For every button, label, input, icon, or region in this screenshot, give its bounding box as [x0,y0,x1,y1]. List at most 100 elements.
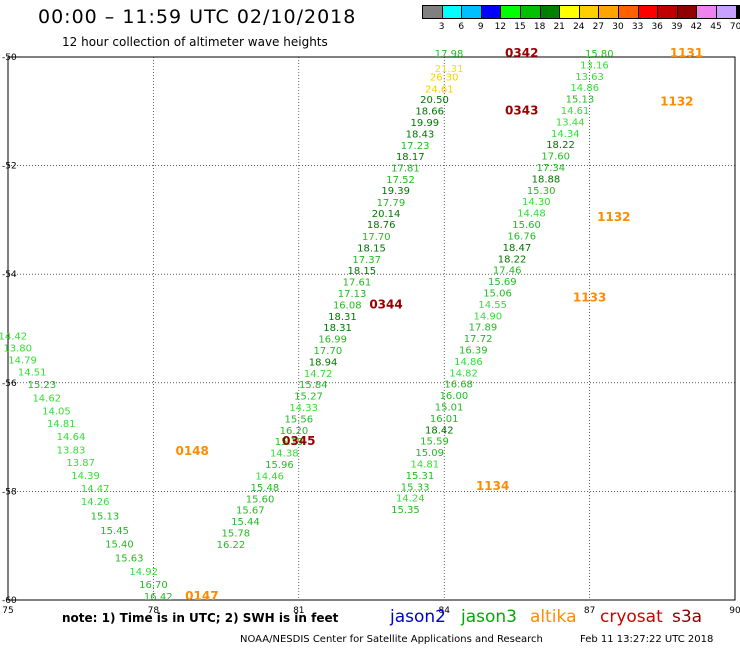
colorbar-swatch [657,5,677,19]
wave-height-point: 18.94 [309,357,338,368]
lat-tick-label: -58 [2,487,17,497]
wave-height-point: 14.61 [561,106,590,117]
wave-height-point: 19.99 [410,118,439,129]
legend-cryosat: cryosat [600,607,663,627]
wave-height-point: 17.70 [314,346,343,357]
wave-height-point: 16.68 [444,380,473,391]
wave-height-point: 20.14 [372,209,401,220]
lat-tick-label: -52 [2,162,17,172]
wave-height-point: 13.16 [580,60,609,71]
wave-height-point: 13.44 [556,117,585,128]
lon-tick-label: 87 [584,606,595,616]
colorbar-label: 45 [710,22,722,32]
colorbar-label: 27 [592,22,605,32]
wave-height-point: 15.63 [115,553,144,564]
lat-tick-label: -56 [2,379,17,389]
wave-height-point: 14.39 [71,471,100,482]
lon-tick-label: 90 [729,606,740,616]
wave-height-point: 15.23 [28,380,57,391]
wave-height-point: 14.05 [42,406,71,417]
colorbar-label: 9 [477,22,484,32]
colorbar-swatch [441,5,462,19]
wave-height-point: 18.76 [367,220,396,231]
wave-height-point: 16.01 [430,414,459,425]
wave-height-point: 15.67 [236,506,265,517]
map-frame [7,56,736,601]
wave-height-point: 20.50 [420,95,449,106]
pass-label: 0342 [505,46,538,60]
wave-height-point: 18.31 [328,312,357,323]
colorbar-label: 30 [612,22,624,32]
credit-text: NOAA/NESDIS Center for Satellite Applica… [240,634,543,645]
colorbar-label: 6 [458,22,465,32]
wave-height-point: 14.90 [473,311,502,322]
colorbar-swatch [598,5,618,19]
wave-height-point: 15.06 [483,288,512,299]
wave-height-point: 15.19 [275,437,304,448]
wave-height-point: 14.64 [57,432,86,443]
colorbar-label: 3 [438,22,445,32]
legend-jason3: jason3 [461,607,517,627]
timestamp: Feb 11 13:27:22 UTC 2018 [580,634,714,645]
wave-height-point: 18.42 [425,425,454,436]
colorbar-label: 33 [631,22,644,32]
wave-height-point: 18.15 [347,266,376,277]
pass-label: 1131 [670,46,703,60]
colorbar-label: 12 [494,22,507,32]
wave-height-point: 18.47 [503,243,532,254]
wave-height-point: 15.80 [585,49,614,60]
wave-height-point: 14.55 [478,300,507,311]
wave-height-point: 18.43 [406,129,435,140]
colorbar-label: 36 [651,22,663,32]
colorbar-swatch [461,5,481,19]
wave-height-point: 15.56 [284,414,313,425]
wave-height-point: 17.81 [391,164,420,175]
wave-height-point: 13.83 [57,445,86,456]
wave-height-point: 15.35 [391,505,420,516]
colorbar-swatch [422,5,442,19]
colorbar-swatch [696,5,716,19]
wave-height-point: 15.60 [512,220,541,231]
colorbar [422,5,740,19]
wave-height-point: 17.89 [469,323,498,334]
wave-height-point: 14.42 [0,331,27,342]
wave-height-point: 14.34 [551,129,580,140]
wave-height-point: 15.01 [435,402,464,413]
wave-height-point: 14.82 [449,368,478,379]
pass-label: 1132 [660,94,693,108]
wave-height-point: 17.61 [343,278,372,289]
map-subtitle: 12 hour collection of altimeter wave hei… [62,35,328,49]
pass-label: 1132 [597,210,630,224]
wave-height-point: 15.45 [100,526,129,537]
wave-height-point: 16.00 [440,391,469,402]
wave-height-point: 26.30 [430,72,459,83]
wave-height-point: 13.87 [66,458,95,469]
wave-height-point: 18.22 [546,140,575,151]
colorbar-label: 39 [671,22,683,32]
wave-height-point: 17.52 [386,175,415,186]
wave-height-point: 18.88 [532,174,561,185]
footer-note: note: 1) Time is in UTC; 2) SWH is in fe… [62,611,339,625]
wave-height-point: 14.86 [570,83,599,94]
wave-height-point: 17.60 [541,152,570,163]
colorbar-swatch [539,5,560,19]
colorbar-label: 70 [729,22,740,32]
map-title: 00:00 – 11:59 UTC 02/10/2018 [38,6,357,28]
colorbar-swatch [480,5,501,19]
colorbar-label: 42 [690,22,703,32]
wave-height-point: 14.30 [522,197,551,208]
wave-height-point: 14.33 [289,403,318,414]
wave-height-point: 15.31 [406,471,435,482]
wave-height-point: 13.63 [575,72,604,83]
wave-height-point: 16.39 [459,345,488,356]
lon-tick-label: 78 [148,606,160,616]
colorbar-label: 24 [573,22,585,32]
wave-height-point: 14.46 [255,471,284,482]
wave-height-point: 17.37 [352,255,381,266]
wave-height-point: 15.27 [294,392,323,403]
wave-height-point: 15.60 [246,494,275,505]
colorbar-label: 21 [553,22,565,32]
wave-height-point: 14.62 [32,393,61,404]
